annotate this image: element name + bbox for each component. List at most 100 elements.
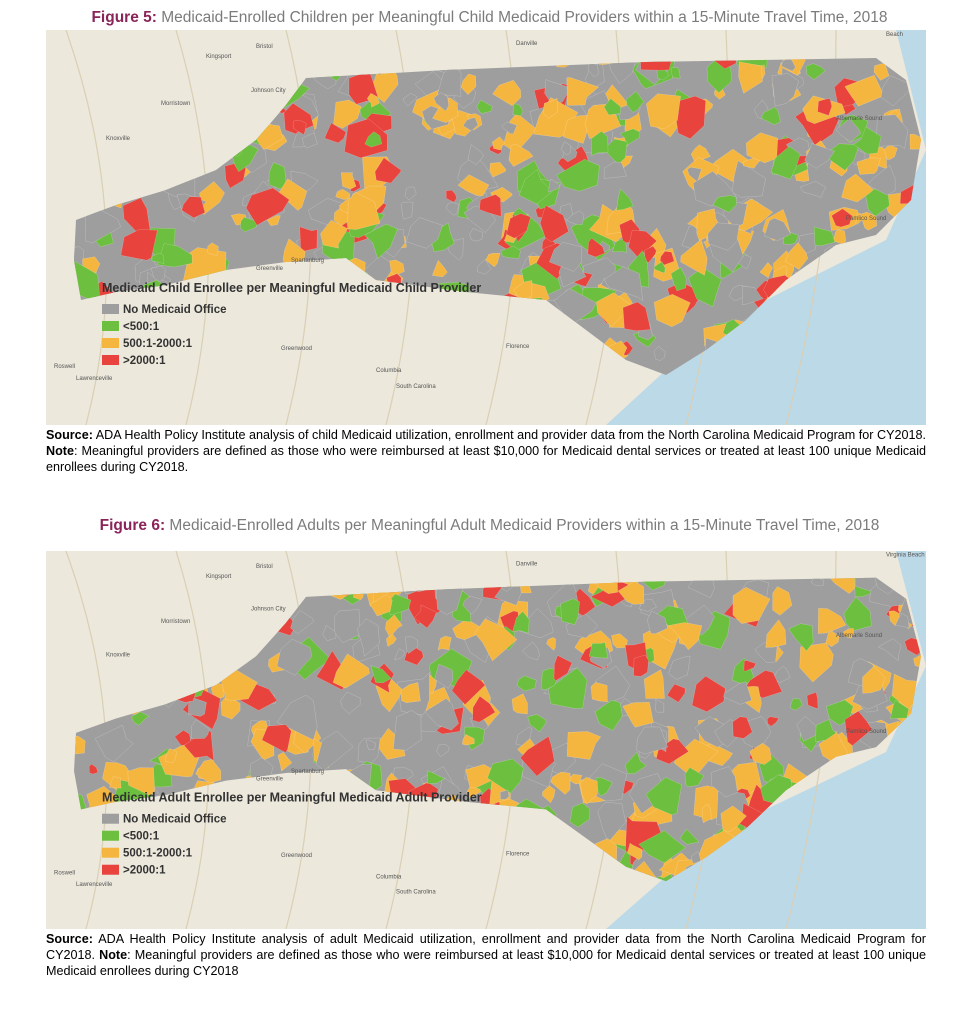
region [433,92,449,112]
region [765,619,787,648]
figure: Figure 6: Medicaid-Enrolled Adults per M… [0,516,979,979]
region [875,114,909,149]
region [761,107,781,125]
region [867,165,896,196]
region [333,609,361,643]
region [691,675,726,712]
region [520,736,555,777]
region [688,267,722,308]
region [873,63,890,81]
region [407,583,445,625]
figure-title: Figure 6: Medicaid-Enrolled Adults per M… [0,516,979,535]
ocean [606,30,926,425]
place-label: South Carolina [396,890,436,896]
region [639,577,669,591]
map: Virginia Beach Danville Bristol Kingsport Jo… [46,551,926,929]
region [549,242,583,272]
region [815,719,837,742]
region [474,618,518,662]
legend-swatch [102,864,119,875]
region [109,776,122,789]
region [647,610,668,635]
region [800,181,826,198]
region [261,724,292,753]
region [276,639,313,676]
region [437,63,462,97]
region [542,98,558,119]
region [813,226,836,247]
region [811,577,824,586]
ocean [606,551,926,929]
region [843,628,854,639]
region [684,767,705,787]
source-text: ADA Health Policy Institute analysis of … [95,428,926,442]
region [877,638,902,662]
place-label: Albemarle Sound [836,116,882,122]
region [799,642,834,683]
region [835,118,861,143]
region [548,178,561,193]
region [670,267,687,292]
region [738,61,763,94]
note-label: Note [99,948,128,962]
region [680,239,708,276]
source-label: Source: [46,428,93,442]
place-label: Lawrenceville [76,882,113,888]
place-label: Morristown [161,619,190,625]
region [394,648,405,660]
region [556,159,600,192]
region [477,259,492,275]
region [560,598,580,625]
region [590,682,608,702]
region [74,735,86,755]
region [818,608,847,634]
legend-label: >2000:1 [123,865,166,877]
region [120,229,158,261]
region [841,173,874,203]
region [589,642,608,659]
place-label: Greenwood [281,853,312,859]
region [245,187,290,226]
place-label: Spartanburg [291,258,324,264]
region [595,777,613,797]
region [710,58,737,69]
region [462,595,483,615]
region [207,242,219,256]
place-label: Roswell [54,870,75,876]
region [369,594,393,617]
region [653,294,691,327]
region [668,622,703,651]
region [883,144,898,160]
region [773,666,791,683]
region [707,222,740,251]
region [462,734,475,746]
region [188,696,207,717]
region [94,724,134,762]
region [292,119,307,135]
region [500,789,510,800]
region [771,73,799,107]
place-label: Greenwood [281,346,312,352]
region [646,93,681,129]
legend-swatch [102,847,119,858]
region [151,252,165,264]
region [165,748,178,763]
place-label: Greenville [256,266,284,272]
region [862,665,886,694]
region [860,211,877,231]
source-note: Source: ADA Health Policy Institute anal… [46,427,926,475]
figure: Figure 5: Medicaid-Enrolled Children per… [0,8,979,475]
region [723,681,752,705]
region [501,121,518,135]
region [625,751,647,774]
place-label: Knoxville [106,136,131,142]
region [199,181,225,215]
region [299,226,318,253]
region [856,157,881,175]
place-label: South Carolina [396,384,436,390]
region [553,655,573,682]
region [268,162,287,189]
region [277,752,293,772]
region [668,655,691,680]
figure-title: Figure 5: Medicaid-Enrolled Children per… [0,8,979,27]
